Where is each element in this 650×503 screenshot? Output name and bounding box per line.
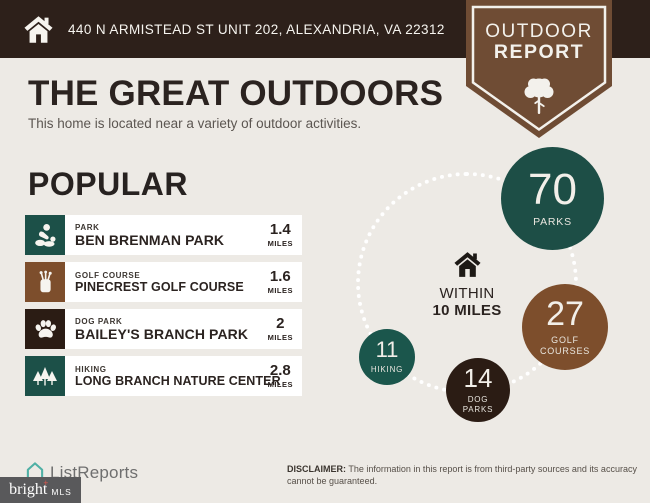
item-distance: 2 — [276, 315, 285, 332]
dog-parks-label: DOG PARKS — [462, 395, 494, 414]
house-icon — [453, 252, 481, 281]
item-name: PINECREST GOLF COURSE — [75, 279, 244, 294]
dog-parks-count-bubble: 14 DOG PARKS — [446, 358, 510, 422]
item-category: GOLF COURSE — [75, 270, 141, 280]
golf-bag-icon — [25, 262, 65, 302]
hiking-label: HIKING — [370, 365, 404, 375]
item-category: HIKING — [75, 364, 107, 374]
page-subtitle: This home is located near a variety of o… — [28, 116, 362, 131]
parks-count-bubble: 70 PARKS — [501, 147, 604, 250]
item-category: DOG PARK — [75, 316, 123, 326]
item-distance: 1.4 — [269, 221, 291, 238]
item-unit: MILES — [267, 333, 293, 342]
list-item-hiking: HIKING LONG BRANCH NATURE CENTER 2.8 MIL… — [25, 356, 302, 396]
hiking-count-bubble: 11 HIKING — [359, 329, 415, 385]
item-distance: 1.6 — [269, 268, 291, 285]
item-name: BAILEY'S BRANCH PARK — [75, 325, 249, 342]
disclaimer-label: DISCLAIMER: — [287, 464, 346, 474]
property-address: 440 N ARMISTEAD ST UNIT 202, ALEXANDRIA,… — [68, 21, 445, 37]
list-item-park: PARK BEN BRENMAN PARK 1.4 MILES — [25, 215, 302, 255]
bright-mls-suffix: MLS — [51, 487, 72, 497]
dog-parks-count: 14 — [463, 363, 493, 394]
outdoor-report-badge: OUTDOOR REPORT — [466, 0, 612, 142]
hiking-count: 11 — [375, 337, 399, 363]
within-miles-text: 10 MILES — [432, 302, 502, 319]
disclaimer-text: DISCLAIMER: The information in this repo… — [287, 464, 637, 486]
golf-courses-label: GOLF COURSES — [539, 335, 591, 356]
list-item-dog-park: DOG PARK BAILEY'S BRANCH PARK 2 MILES — [25, 309, 302, 349]
popular-list: PARK BEN BRENMAN PARK 1.4 MILES — [25, 215, 302, 403]
list-item-golf: GOLF COURSE PINECREST GOLF COURSE 1.6 MI… — [25, 262, 302, 302]
item-name: LONG BRANCH NATURE CENTER — [75, 373, 281, 388]
badge-line1: OUTDOOR — [485, 21, 593, 42]
parks-count: 70 — [528, 165, 577, 215]
golf-courses-count-bubble: 27 GOLF COURSES — [522, 284, 608, 370]
within-radius-label: WITHIN 10 MILES — [407, 252, 527, 319]
home-icon — [24, 15, 53, 43]
paw-icon — [25, 309, 65, 349]
park-icon — [25, 215, 65, 255]
item-unit: MILES — [267, 239, 293, 248]
bright-mls-plus-icon: + — [43, 478, 49, 488]
parks-label: PARKS — [533, 216, 572, 229]
item-category: PARK — [75, 222, 100, 232]
bright-mls-logo: bright + MLS — [0, 477, 81, 503]
item-name: BEN BRENMAN PARK — [75, 231, 225, 248]
golf-courses-count: 27 — [546, 295, 584, 334]
item-unit: MILES — [267, 380, 293, 389]
item-distance: 2.8 — [269, 362, 291, 379]
page-title: THE GREAT OUTDOORS — [28, 74, 444, 113]
badge-line2: REPORT — [493, 41, 585, 63]
within-text: WITHIN — [439, 285, 495, 302]
item-unit: MILES — [267, 286, 293, 295]
bright-mls-name: bright + — [9, 478, 49, 498]
popular-heading: POPULAR — [28, 166, 188, 202]
pine-trees-icon — [25, 356, 65, 396]
tree-icon — [521, 76, 557, 123]
